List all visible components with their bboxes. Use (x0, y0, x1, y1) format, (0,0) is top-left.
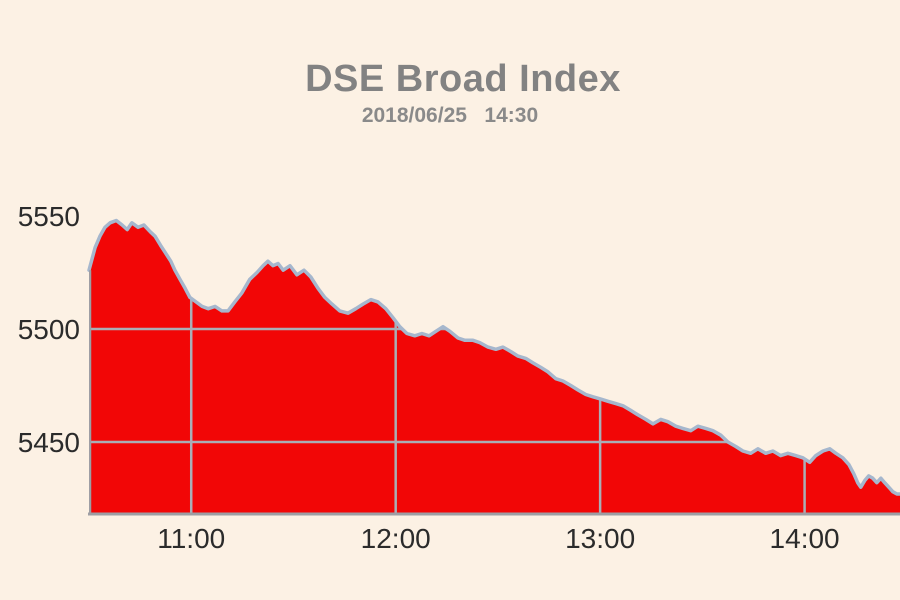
x-tick-label-1: 12:00 (361, 523, 431, 554)
y-tick-label-2: 5450 (18, 427, 80, 458)
chart-subtitle: 2018/06/25 14:30 (361, 104, 539, 127)
area-fill (89, 220, 900, 513)
x-tick-label-2: 13:00 (565, 523, 635, 554)
series-line (87, 218, 900, 496)
chart-title: DSE Broad Index (305, 58, 621, 100)
y-tick-label-1: 5500 (18, 314, 80, 345)
x-tick-label-3: 14:00 (770, 523, 840, 554)
x-tick-label-0: 11:00 (157, 523, 225, 554)
y-tick-label-0: 5550 (18, 201, 80, 232)
